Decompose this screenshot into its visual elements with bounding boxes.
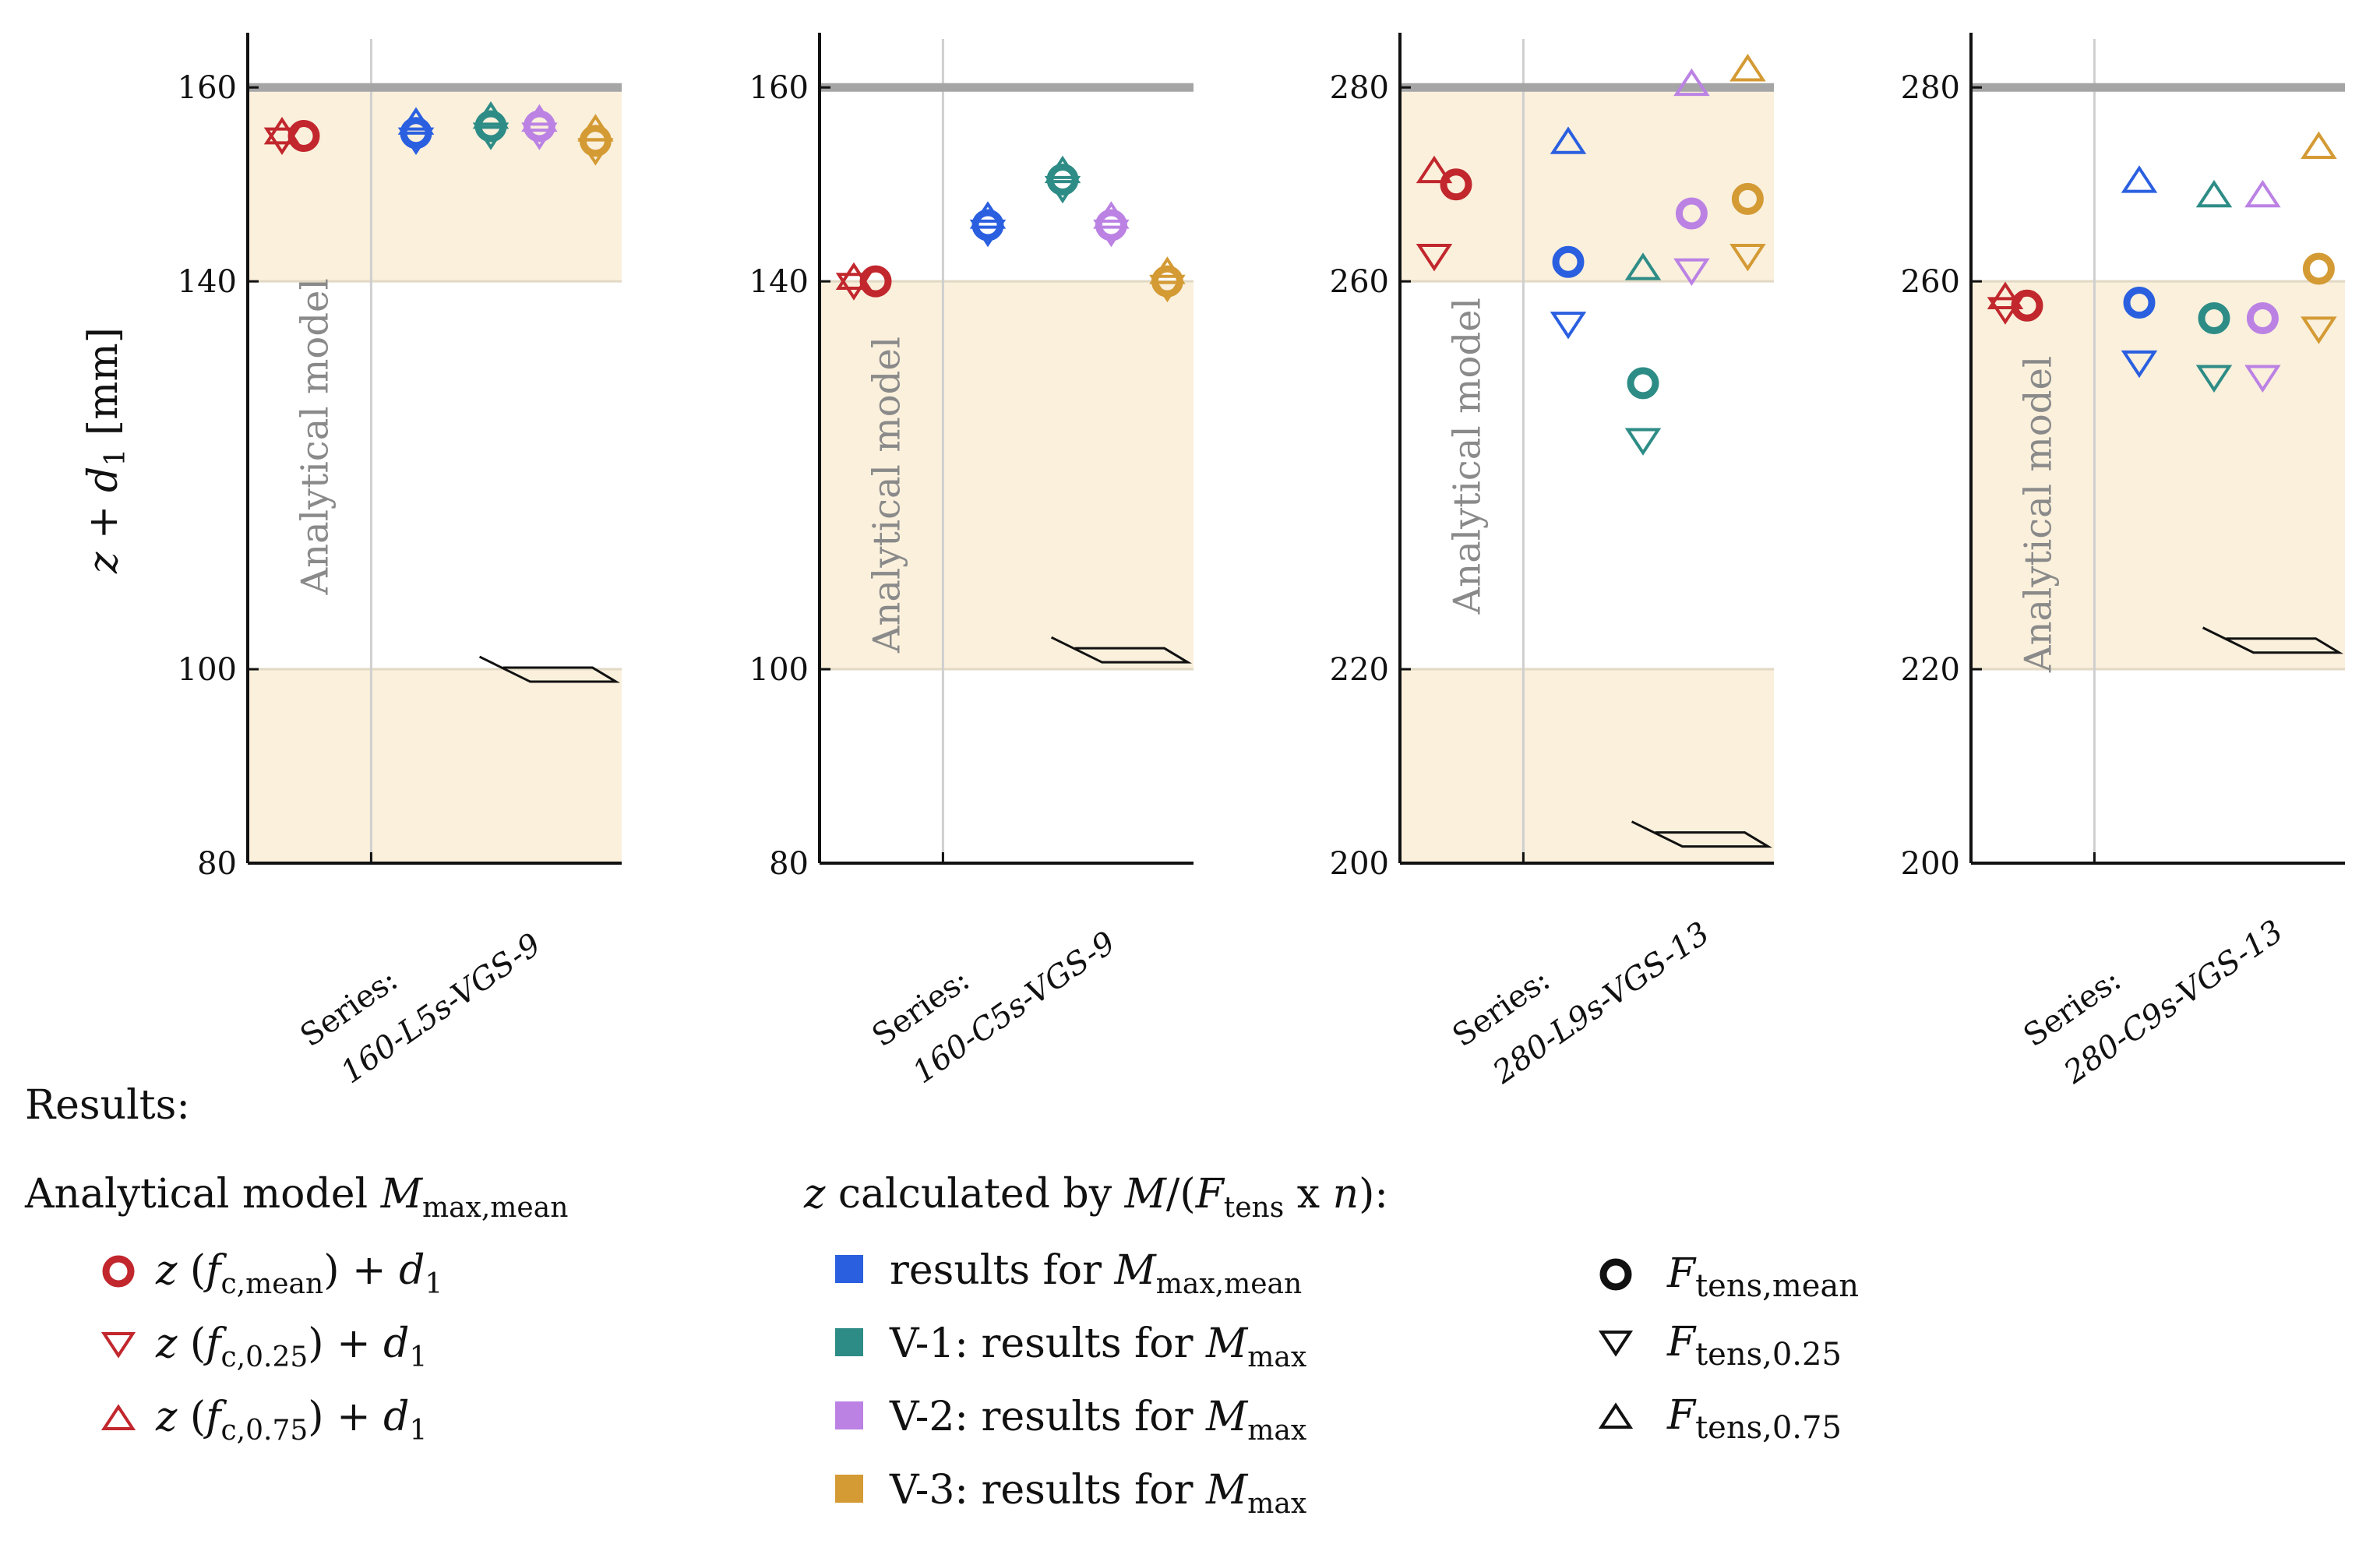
legend-swatch-v3 xyxy=(835,1475,863,1503)
point-mean-mean xyxy=(400,117,432,150)
y-tick-label: 140 xyxy=(749,264,809,300)
legend-calc-entry: V-2: results for Mmax xyxy=(889,1394,1306,1447)
legend-force-triangle-up-icon xyxy=(1598,1402,1634,1429)
point-mean-q25 xyxy=(1550,312,1587,340)
analytical-model-label: Analytical model xyxy=(1445,298,1489,615)
point-v2-mean xyxy=(2246,301,2279,334)
legend-swatch-mean xyxy=(835,1255,863,1283)
point-v3-mean xyxy=(1151,265,1183,298)
point-mean-q25 xyxy=(2121,350,2158,379)
model-heading: Analytical model Mmax,mean xyxy=(24,1171,568,1224)
tolerance-band xyxy=(1400,87,1774,282)
tolerance-band xyxy=(248,669,622,863)
y-tick-label: 260 xyxy=(1330,264,1389,300)
tolerance-band xyxy=(248,87,622,282)
y-tick-label: 280 xyxy=(1330,70,1389,106)
point-mean-mean xyxy=(971,209,1004,241)
y-tick-label: 140 xyxy=(178,264,237,300)
point-mean-q75 xyxy=(1550,126,1587,154)
point-v2-q75 xyxy=(1673,68,1710,97)
point-v3-q25 xyxy=(1729,243,1766,272)
point-v2-mean xyxy=(1095,209,1127,241)
y-tick-label: 260 xyxy=(1901,264,1960,300)
legend-force-entry: Ftens,mean xyxy=(1666,1250,1859,1304)
y-tick-label: 280 xyxy=(1901,70,1960,106)
y-tick-label: 220 xyxy=(1901,652,1960,688)
legend-model-entry: z (fc,mean) + d1 xyxy=(155,1247,443,1300)
point-v3-mean xyxy=(2302,252,2335,285)
point-v1-mean xyxy=(2198,301,2230,334)
point-model-q25 xyxy=(1416,243,1453,272)
point-v3-q75 xyxy=(2301,131,2337,160)
legend-model-circle-icon xyxy=(102,1255,135,1288)
tolerance-band xyxy=(1971,281,2345,670)
point-model-mean xyxy=(1440,168,1472,201)
legend-calc-entry: V-1: results for Mmax xyxy=(889,1320,1306,1373)
y-tick-label: 80 xyxy=(197,846,237,882)
chart-panel-3: Analytical model200220260280Series:280-L… xyxy=(1330,33,1774,1091)
y-axis-label: z + d1 [mm] xyxy=(80,327,132,574)
axis-break-symbol xyxy=(478,655,621,683)
point-mean-mean xyxy=(2123,287,2156,319)
point-v1-mean xyxy=(1627,367,1659,400)
point-mean-q75 xyxy=(2121,165,2158,193)
legend-swatch-v2 xyxy=(835,1401,863,1429)
analytical-model-label: Analytical model xyxy=(2016,356,2060,673)
legend-model-entry: z (fc,0.25) + d1 xyxy=(155,1320,427,1373)
analytical-model-label: Analytical model xyxy=(293,278,337,595)
point-v2-mean xyxy=(523,110,555,143)
y-tick-label: 100 xyxy=(178,652,237,688)
y-tick-label: 200 xyxy=(1330,846,1389,882)
point-model-q75 xyxy=(1987,281,2024,309)
legend-force-entry: Ftens,0.75 xyxy=(1666,1392,1842,1446)
point-v1-q25 xyxy=(2195,365,2233,393)
axis-break-symbol xyxy=(1631,820,1773,848)
analytical-model-label: Analytical model xyxy=(865,337,908,654)
point-v3-mean xyxy=(579,125,612,157)
axis-break-symbol xyxy=(2202,626,2344,654)
y-tick-label: 220 xyxy=(1330,652,1389,688)
legend-calc-entry: V-3: results for Mmax xyxy=(889,1467,1306,1520)
legend-force-entry: Ftens,0.25 xyxy=(1666,1319,1842,1373)
y-tick-label: 100 xyxy=(749,652,809,688)
axis-break-symbol xyxy=(1050,636,1193,664)
point-v3-q75 xyxy=(1729,54,1766,82)
legend-model-entry: z (fc,0.75) + d1 xyxy=(155,1394,427,1447)
point-model-mean xyxy=(287,119,320,152)
tolerance-band xyxy=(820,281,1194,670)
point-v1-q75 xyxy=(1624,252,1662,280)
point-v2-q25 xyxy=(2244,365,2281,393)
point-v2-q75 xyxy=(2244,179,2281,208)
legend-swatch-v1 xyxy=(835,1328,863,1356)
point-mean-mean xyxy=(1552,245,1585,278)
chart-panel-2: Analytical model80100140160Series:160-C5… xyxy=(749,33,1194,1091)
legend-model-triangle-down-icon xyxy=(100,1332,136,1359)
point-v3-q25 xyxy=(2301,316,2337,344)
point-v2-q25 xyxy=(1673,258,1710,287)
legend-force-circle-icon xyxy=(1599,1258,1632,1291)
legend-force-triangle-down-icon xyxy=(1598,1331,1634,1357)
legend-model-triangle-up-icon xyxy=(100,1404,136,1430)
point-model-q75 xyxy=(1416,155,1453,184)
tolerance-band xyxy=(1400,669,1774,863)
point-v1-q75 xyxy=(2195,179,2233,208)
point-v2-mean xyxy=(1675,197,1708,230)
chart-panel-1: Analytical model80100140160Series:160-L5… xyxy=(178,33,622,1091)
point-v3-mean xyxy=(1731,182,1764,215)
y-tick-label: 80 xyxy=(769,846,809,882)
point-v1-q25 xyxy=(1624,428,1662,456)
y-tick-label: 200 xyxy=(1901,846,1960,882)
y-tick-label: 160 xyxy=(749,70,809,106)
legend-calc-entry: results for Mmax,mean xyxy=(890,1247,1302,1300)
point-v1-mean xyxy=(474,110,507,143)
results-title: Results: xyxy=(25,1082,190,1129)
y-tick-label: 160 xyxy=(178,70,237,106)
point-model-mean xyxy=(2011,289,2043,322)
chart-panel-4: Analytical model200220260280Series:280-C… xyxy=(1901,33,2345,1091)
calc-heading: z calculated by M/(Ftens x n): xyxy=(803,1171,1388,1224)
legend: Results: Analytical model Mmax,mean z (fc,… xyxy=(24,1082,1859,1520)
point-v1-mean xyxy=(1046,163,1079,196)
point-model-mean xyxy=(859,265,892,298)
